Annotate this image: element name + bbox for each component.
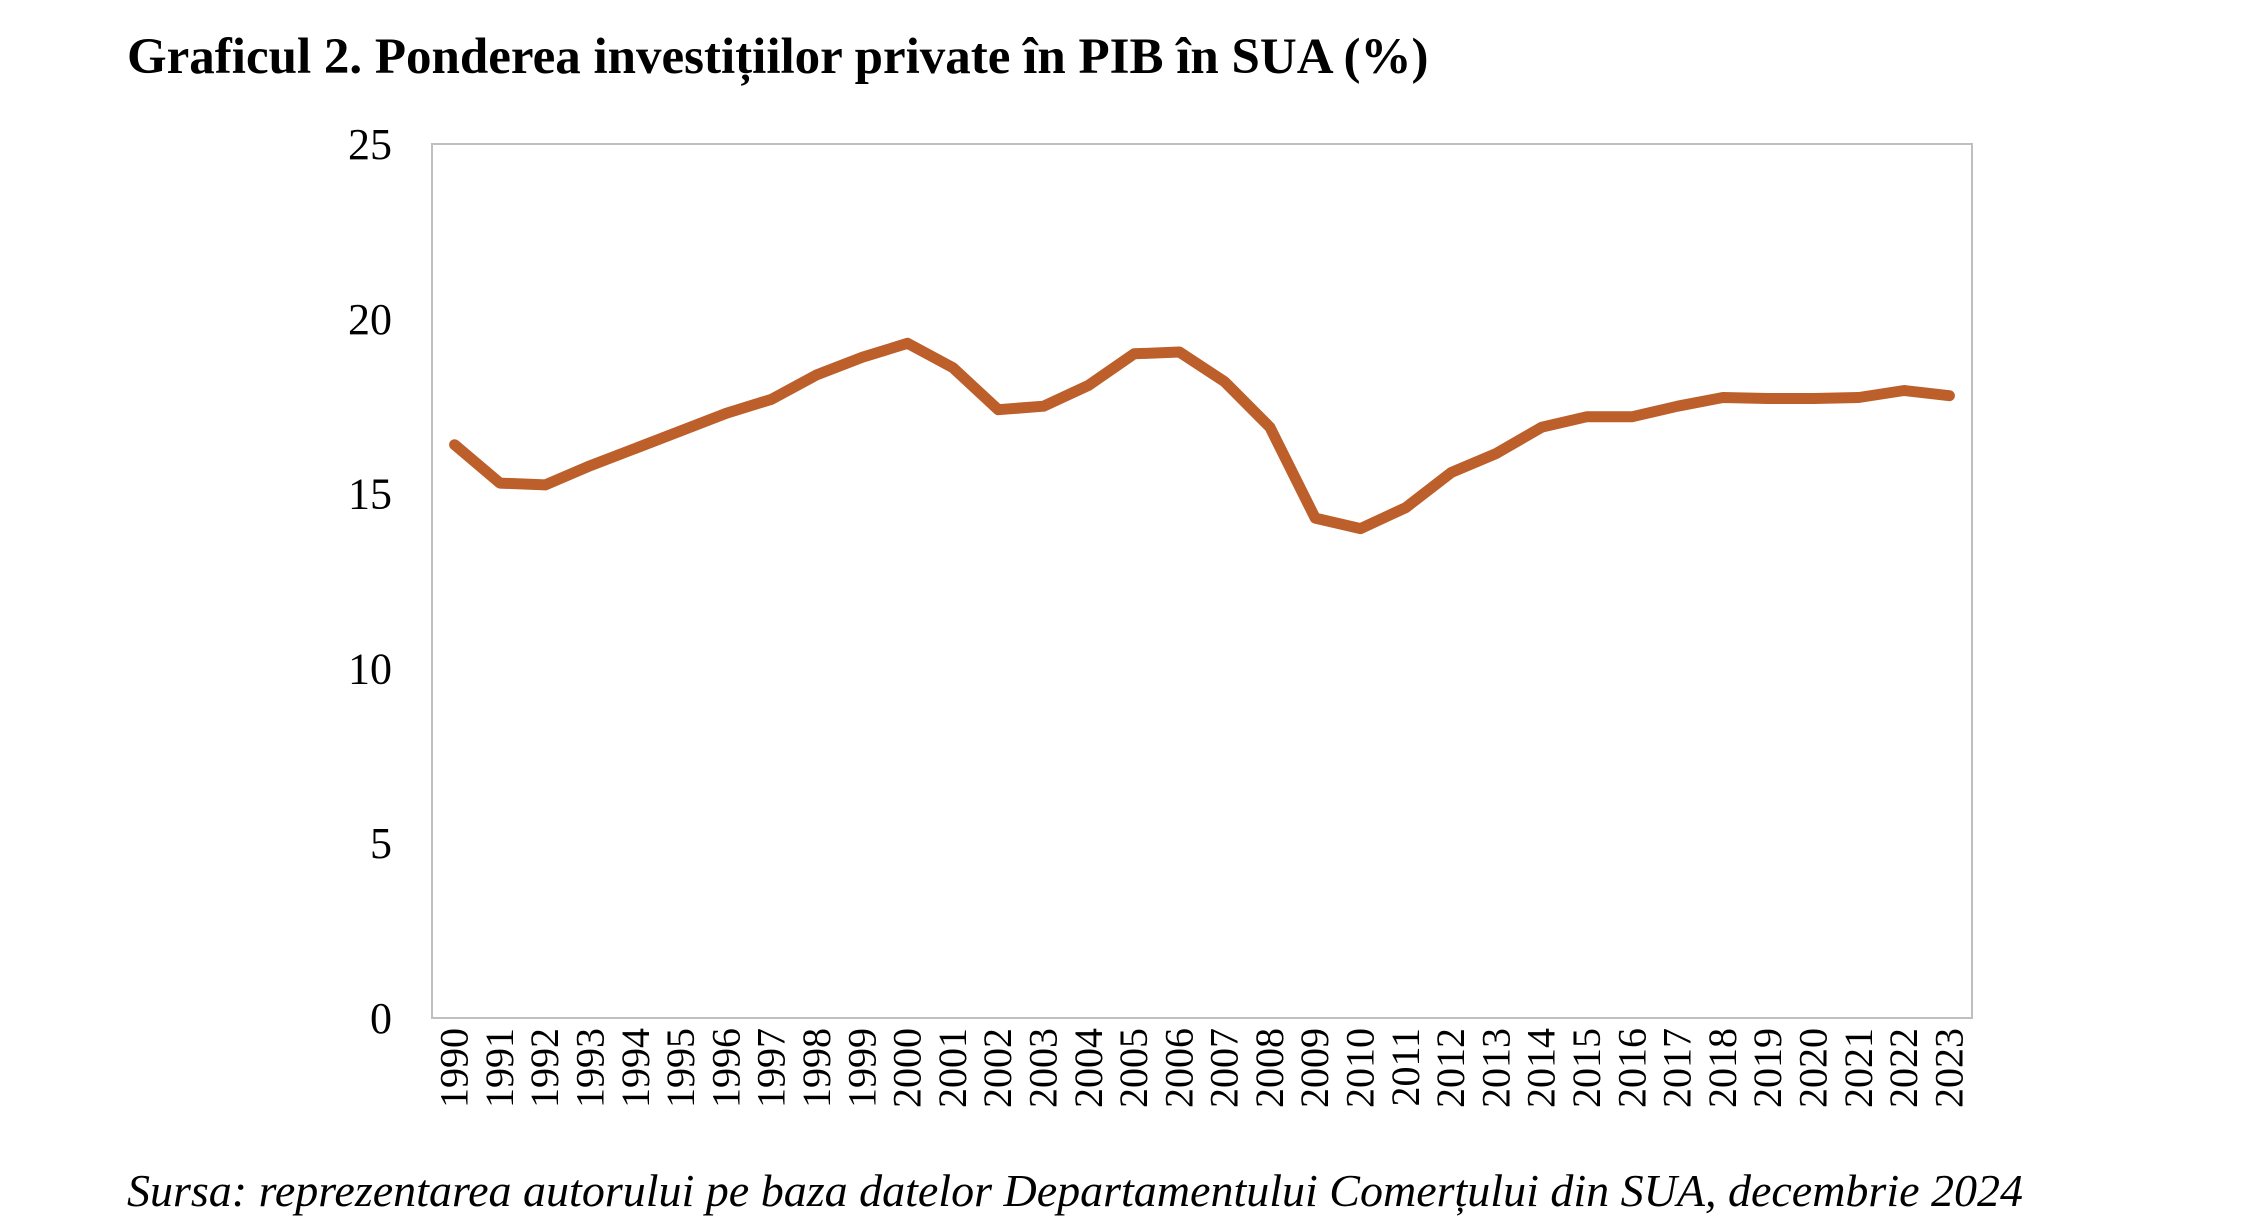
x-tick-label: 2009 xyxy=(1292,1028,1337,1108)
x-tick-label: 2021 xyxy=(1836,1028,1881,1108)
y-tick-label: 15 xyxy=(348,470,392,519)
x-tick-label: 1998 xyxy=(794,1028,839,1108)
x-tick-label: 1991 xyxy=(477,1028,522,1108)
x-tick-label: 1992 xyxy=(522,1028,567,1108)
series-line xyxy=(449,337,1955,535)
x-tick-label: 2001 xyxy=(930,1028,975,1108)
x-tick-label: 1997 xyxy=(749,1028,794,1108)
chart-title: Graficul 2. Ponderea investițiilor priva… xyxy=(127,29,1429,85)
x-tick-label: 1999 xyxy=(839,1028,884,1108)
x-tick-label: 2016 xyxy=(1609,1028,1654,1108)
x-tick-label: 2002 xyxy=(975,1028,1020,1108)
x-tick-label: 2018 xyxy=(1700,1028,1745,1108)
x-tick-label: 2004 xyxy=(1066,1028,1111,1108)
y-axis: 0 5 10 15 20 25 xyxy=(348,120,392,1043)
x-tick-label: 2007 xyxy=(1202,1028,1247,1108)
x-tick-label: 2006 xyxy=(1156,1028,1201,1108)
x-tick-label: 2014 xyxy=(1519,1028,1564,1108)
y-tick-label: 10 xyxy=(348,644,392,693)
plot-area-frame xyxy=(431,143,1973,1019)
x-tick-label: 2005 xyxy=(1111,1028,1156,1108)
x-tick-label: 2003 xyxy=(1020,1028,1065,1108)
x-tick-label: 1995 xyxy=(658,1028,703,1108)
y-tick-label: 5 xyxy=(370,819,392,868)
chart-source-note: Sursa: reprezentarea autorului pe baza d… xyxy=(127,1165,2024,1216)
x-tick-label: 2019 xyxy=(1745,1028,1790,1108)
y-tick-label: 20 xyxy=(348,295,392,344)
x-tick-label: 1994 xyxy=(613,1028,658,1108)
y-tick-label: 25 xyxy=(348,120,392,169)
x-tick-label: 2011 xyxy=(1383,1028,1428,1107)
x-axis: 1990 1991 1992 1993 1994 1995 1996 1997 1998 1999… xyxy=(432,1028,1972,1108)
x-tick-label: 2000 xyxy=(885,1028,930,1108)
x-tick-label: 2015 xyxy=(1564,1028,1609,1108)
x-tick-label: 2020 xyxy=(1790,1028,1835,1108)
x-tick-label: 2017 xyxy=(1655,1028,1700,1108)
x-tick-label: 2013 xyxy=(1473,1028,1518,1108)
x-tick-label: 1990 xyxy=(432,1028,477,1108)
x-tick-label: 1993 xyxy=(568,1028,613,1108)
x-tick-label: 2012 xyxy=(1428,1028,1473,1108)
x-tick-label: 2010 xyxy=(1338,1028,1383,1108)
x-tick-label: 1996 xyxy=(703,1028,748,1108)
x-tick-label: 2022 xyxy=(1881,1028,1926,1108)
x-tick-label: 2008 xyxy=(1247,1028,1292,1108)
y-tick-label: 0 xyxy=(370,994,392,1043)
x-tick-label: 2023 xyxy=(1926,1028,1971,1108)
